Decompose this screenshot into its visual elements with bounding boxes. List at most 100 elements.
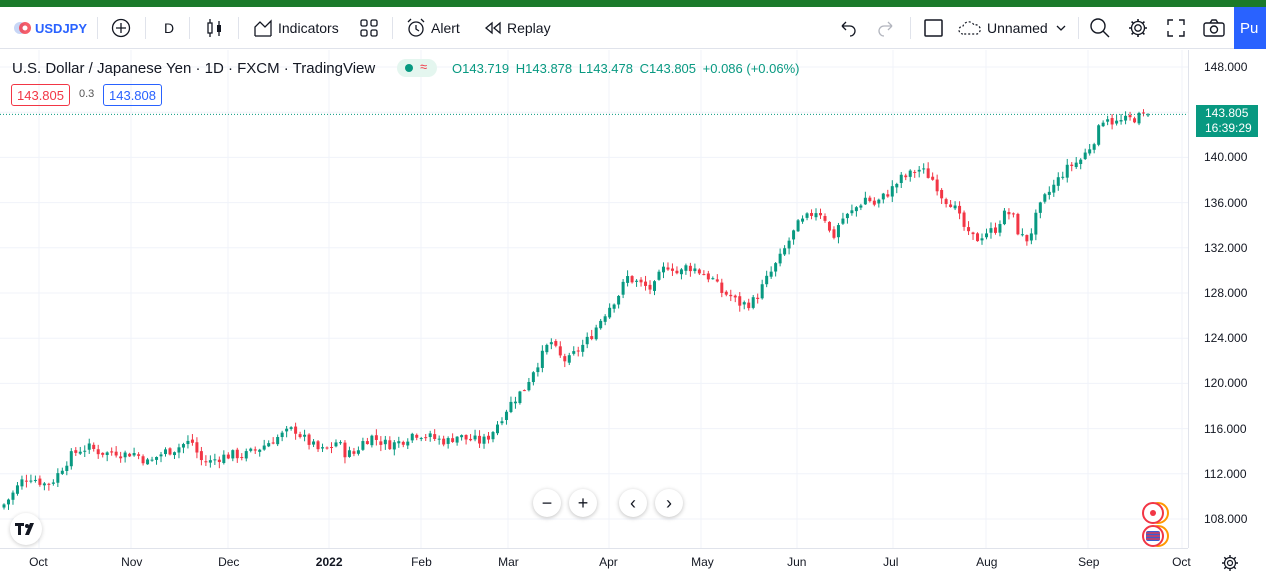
candle-body <box>594 327 598 340</box>
candle-body <box>648 284 652 290</box>
candle-body <box>110 451 114 453</box>
candle-body <box>11 492 15 500</box>
chevron-down-icon <box>1056 25 1066 31</box>
interval-label: D <box>164 20 175 36</box>
interval-button[interactable]: D <box>164 7 174 49</box>
indicators-label: Indicators <box>278 20 339 36</box>
candle-body <box>679 269 683 275</box>
time-axis-label: Sep <box>1078 555 1100 569</box>
symbol-label: USDJPY <box>35 20 88 36</box>
candle-body <box>742 302 746 305</box>
candle-body <box>653 281 657 291</box>
scroll-right-button[interactable]: › <box>655 489 683 517</box>
candle-body <box>720 282 724 293</box>
candle-body <box>733 295 737 298</box>
candle-body <box>527 381 531 391</box>
layout-name-button[interactable]: Unnamed <box>957 7 1068 49</box>
candle-body <box>226 454 230 459</box>
candle-body <box>69 451 73 467</box>
candle-body <box>352 451 356 454</box>
undo-button[interactable] <box>838 7 858 49</box>
candle-body <box>980 238 984 241</box>
candle-body <box>262 445 266 450</box>
publish-button[interactable]: Pu <box>1234 7 1266 49</box>
low-value: 143.478 <box>586 61 633 76</box>
candle-body <box>267 443 271 447</box>
price-chart[interactable] <box>0 50 1188 548</box>
candle-body <box>962 212 966 227</box>
time-axis[interactable] <box>0 548 1188 578</box>
candle-body <box>774 263 778 272</box>
redo-button[interactable] <box>876 7 896 49</box>
time-axis-label: Oct <box>29 555 48 569</box>
candle-body <box>599 320 603 329</box>
time-axis-label: Dec <box>218 555 240 569</box>
scroll-left-button[interactable]: ‹ <box>619 489 647 517</box>
time-axis-label: Apr <box>599 555 618 569</box>
candle-body <box>20 479 24 487</box>
rewind-icon <box>484 21 501 35</box>
candle-body <box>33 479 37 481</box>
divider <box>910 17 911 39</box>
sell-price-button[interactable]: 143.805 <box>11 84 70 106</box>
candle-body <box>913 171 917 173</box>
candle-body <box>715 279 719 282</box>
templates-button[interactable] <box>359 7 379 49</box>
snapshot-button[interactable] <box>1202 7 1226 49</box>
candle-body <box>487 435 491 440</box>
candle-body <box>235 449 239 459</box>
candle-body <box>424 437 428 439</box>
tradingview-logo[interactable] <box>10 513 42 545</box>
candle-body <box>545 344 549 353</box>
candle-body <box>778 253 782 264</box>
candle-body <box>558 346 562 356</box>
candle-body <box>908 170 912 177</box>
flag-icon <box>14 22 31 34</box>
candle-body <box>711 278 715 280</box>
compare-button[interactable] <box>110 7 132 49</box>
candle-body <box>2 504 6 508</box>
candle-body <box>495 424 499 434</box>
layout-button[interactable] <box>923 7 945 49</box>
symbol-search-button[interactable]: USDJPY <box>12 7 87 49</box>
indicators-button[interactable]: Indicators <box>252 7 339 49</box>
candle-body <box>1029 233 1033 241</box>
candle-body <box>1034 212 1038 235</box>
zoom-out-button[interactable]: − <box>533 489 561 517</box>
settings-button[interactable] <box>1127 7 1149 49</box>
candle-body <box>401 441 405 445</box>
candle-body <box>83 450 87 452</box>
candle-body <box>137 454 141 456</box>
chart-type-button[interactable] <box>205 7 225 49</box>
axis-settings-icon[interactable] <box>1221 554 1239 572</box>
candle-body <box>455 436 459 443</box>
replay-button[interactable]: Replay <box>484 7 551 49</box>
candles-icon <box>207 19 221 37</box>
price-axis[interactable] <box>1188 50 1266 548</box>
zoom-in-button[interactable]: + <box>569 489 597 517</box>
open-value: 143.719 <box>462 61 510 76</box>
redo-icon <box>878 21 893 37</box>
fullscreen-button[interactable] <box>1165 7 1187 49</box>
close-label: C <box>639 61 650 76</box>
candle-body <box>1061 176 1065 178</box>
buy-price-button[interactable]: 143.808 <box>103 84 162 106</box>
candle-body <box>688 265 692 272</box>
market-status-badge[interactable]: ≈ <box>397 59 437 77</box>
candle-body <box>576 350 580 352</box>
open-label: O <box>452 61 463 76</box>
candle-body <box>845 213 849 219</box>
time-axis-label: Mar <box>498 555 519 569</box>
search-button[interactable] <box>1089 7 1111 49</box>
candle-body <box>482 436 486 444</box>
time-axis-label: Oct <box>1172 555 1191 569</box>
candle-body <box>998 224 1002 233</box>
candle-body <box>540 350 544 368</box>
price-axis-label: 128.000 <box>1204 286 1248 300</box>
time-axis-label: Nov <box>121 555 143 569</box>
candle-body <box>374 435 378 440</box>
candle-body <box>87 443 91 450</box>
economic-events-icon[interactable] <box>1137 500 1173 548</box>
alert-button[interactable]: Alert <box>405 7 460 49</box>
candle-body <box>877 199 881 204</box>
